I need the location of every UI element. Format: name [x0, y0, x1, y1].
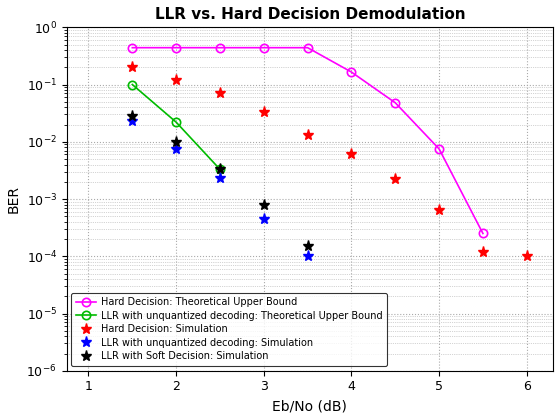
- LLR with Soft Decision: Simulation: (1.5, 0.028): Simulation: (1.5, 0.028): [129, 114, 136, 119]
- Hard Decision: Theoretical Upper Bound: (1.5, 0.44): Theoretical Upper Bound: (1.5, 0.44): [129, 45, 136, 50]
- Title: LLR vs. Hard Decision Demodulation: LLR vs. Hard Decision Demodulation: [155, 7, 465, 22]
- Hard Decision: Simulation: (3.5, 0.013): Simulation: (3.5, 0.013): [304, 133, 311, 138]
- LLR with Soft Decision: Simulation: (3, 0.00078): Simulation: (3, 0.00078): [260, 203, 267, 208]
- Hard Decision: Theoretical Upper Bound: (2.5, 0.44): Theoretical Upper Bound: (2.5, 0.44): [217, 45, 223, 50]
- Hard Decision: Simulation: (2.5, 0.07): Simulation: (2.5, 0.07): [217, 91, 223, 96]
- Hard Decision: Theoretical Upper Bound: (4.5, 0.048): Theoretical Upper Bound: (4.5, 0.048): [392, 100, 399, 105]
- LLR with unquantized decoding: Theoretical Upper Bound: (2.5, 0.0033): Theoretical Upper Bound: (2.5, 0.0033): [217, 167, 223, 172]
- Hard Decision: Simulation: (4.5, 0.0022): Simulation: (4.5, 0.0022): [392, 177, 399, 182]
- Line: LLR with Soft Decision: Simulation: LLR with Soft Decision: Simulation: [127, 110, 313, 252]
- Line: Hard Decision: Simulation: Hard Decision: Simulation: [127, 62, 533, 262]
- Hard Decision: Theoretical Upper Bound: (5.5, 0.00025): Theoretical Upper Bound: (5.5, 0.00025): [479, 231, 486, 236]
- LLR with Soft Decision: Simulation: (2.5, 0.0033): Simulation: (2.5, 0.0033): [217, 167, 223, 172]
- LLR with unquantized decoding: Simulation: (2, 0.0075): Simulation: (2, 0.0075): [173, 147, 180, 152]
- Hard Decision: Theoretical Upper Bound: (4, 0.165): Theoretical Upper Bound: (4, 0.165): [348, 70, 355, 75]
- Hard Decision: Theoretical Upper Bound: (3.5, 0.44): Theoretical Upper Bound: (3.5, 0.44): [304, 45, 311, 50]
- Hard Decision: Simulation: (5, 0.00065): Simulation: (5, 0.00065): [436, 207, 442, 212]
- Hard Decision: Theoretical Upper Bound: (5, 0.0075): Theoretical Upper Bound: (5, 0.0075): [436, 147, 442, 152]
- Hard Decision: Simulation: (5.5, 0.00012): Simulation: (5.5, 0.00012): [479, 249, 486, 254]
- LLR with unquantized decoding: Simulation: (3, 0.00045): Simulation: (3, 0.00045): [260, 216, 267, 221]
- LLR with Soft Decision: Simulation: (3.5, 0.00015): Simulation: (3.5, 0.00015): [304, 244, 311, 249]
- Hard Decision: Simulation: (2, 0.12): Simulation: (2, 0.12): [173, 77, 180, 82]
- LLR with unquantized decoding: Simulation: (2.5, 0.0023): Simulation: (2.5, 0.0023): [217, 176, 223, 181]
- Line: LLR with unquantized decoding: Simulation: LLR with unquantized decoding: Simulatio…: [127, 116, 313, 262]
- Line: LLR with unquantized decoding: Theoretical Upper Bound: LLR with unquantized decoding: Theoretic…: [128, 80, 224, 173]
- Hard Decision: Simulation: (4, 0.006): Simulation: (4, 0.006): [348, 152, 355, 157]
- Hard Decision: Theoretical Upper Bound: (2, 0.44): Theoretical Upper Bound: (2, 0.44): [173, 45, 180, 50]
- LLR with Soft Decision: Simulation: (2, 0.01): Simulation: (2, 0.01): [173, 139, 180, 144]
- LLR with unquantized decoding: Theoretical Upper Bound: (2, 0.022): Theoretical Upper Bound: (2, 0.022): [173, 120, 180, 125]
- Hard Decision: Simulation: (1.5, 0.2): Simulation: (1.5, 0.2): [129, 65, 136, 70]
- Hard Decision: Simulation: (6, 0.0001): Simulation: (6, 0.0001): [524, 254, 530, 259]
- Hard Decision: Theoretical Upper Bound: (3, 0.44): Theoretical Upper Bound: (3, 0.44): [260, 45, 267, 50]
- Legend: Hard Decision: Theoretical Upper Bound, LLR with unquantized decoding: Theoretic: Hard Decision: Theoretical Upper Bound, …: [72, 293, 387, 366]
- LLR with unquantized decoding: Theoretical Upper Bound: (1.5, 0.1): Theoretical Upper Bound: (1.5, 0.1): [129, 82, 136, 87]
- LLR with unquantized decoding: Simulation: (1.5, 0.023): Simulation: (1.5, 0.023): [129, 118, 136, 123]
- X-axis label: Eb/No (dB): Eb/No (dB): [272, 399, 347, 413]
- Y-axis label: BER: BER: [7, 185, 21, 213]
- LLR with unquantized decoding: Simulation: (3.5, 0.0001): Simulation: (3.5, 0.0001): [304, 254, 311, 259]
- Line: Hard Decision: Theoretical Upper Bound: Hard Decision: Theoretical Upper Bound: [128, 44, 487, 238]
- Hard Decision: Simulation: (3, 0.033): Simulation: (3, 0.033): [260, 110, 267, 115]
